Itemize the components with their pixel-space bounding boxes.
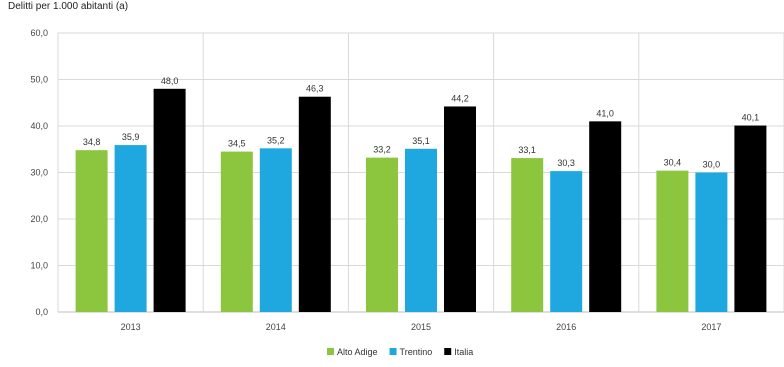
data-label: 44,2 [451, 93, 469, 103]
legend: Alto Adige Trentino Italia [327, 347, 473, 357]
data-label: 30,4 [664, 158, 682, 168]
data-label: 46,3 [306, 84, 324, 94]
data-label: 33,1 [518, 145, 536, 155]
bar-trentino [695, 172, 728, 312]
x-category-label: 2013 [121, 322, 141, 332]
y-tick-label: 10,0 [30, 261, 48, 271]
y-tick-label: 60,0 [30, 28, 48, 38]
x-category-label: 2017 [701, 322, 721, 332]
data-label: 35,1 [412, 136, 430, 146]
y-axis-ticks: 0,0 10,0 20,0 30,0 40,0 50,0 60,0 [30, 28, 48, 317]
bar-italia [153, 88, 186, 312]
bar-alto-adige [75, 150, 108, 312]
bar-trentino [405, 148, 437, 312]
data-label: 48,0 [161, 76, 179, 86]
bar-italia [589, 121, 622, 312]
data-label: 34,8 [83, 137, 101, 147]
y-tick-label: 0,0 [35, 307, 48, 317]
bar-italia [734, 125, 767, 312]
data-label: 35,2 [267, 135, 285, 145]
bar-trentino [550, 171, 583, 312]
legend-swatch [389, 348, 397, 355]
bar-italia [444, 106, 476, 312]
data-label: 35,9 [122, 132, 140, 142]
bar-alto-adige [511, 158, 544, 312]
legend-label: Italia [454, 347, 473, 357]
data-label: 34,5 [228, 139, 246, 149]
y-tick-label: 30,0 [30, 168, 48, 178]
bar-alto-adige [220, 151, 253, 312]
legend-label: Trentino [400, 347, 433, 357]
x-category-label: 2016 [556, 322, 576, 332]
data-label: 40,1 [742, 113, 760, 123]
legend-swatch [444, 348, 452, 355]
y-tick-label: 40,0 [30, 121, 48, 131]
bar-trentino [114, 145, 147, 312]
data-label: 41,0 [596, 108, 614, 118]
y-tick-label: 20,0 [30, 214, 48, 224]
bars: 34,8 35,9 48,0 34,5 35,2 46,3 33,2 35,1 44,2 33,1… [75, 76, 767, 312]
data-label: 30,0 [703, 160, 721, 170]
x-axis-categories: 2013 2014 2015 2016 2017 [121, 322, 722, 332]
data-label: 33,2 [373, 145, 391, 155]
legend-label: Alto Adige [337, 347, 378, 357]
y-tick-label: 50,0 [30, 75, 48, 85]
y-axis-title: Delitti per 1.000 abitanti (a) [8, 1, 128, 12]
x-category-label: 2014 [266, 322, 286, 332]
data-label: 30,3 [557, 158, 575, 168]
bar-trentino [259, 148, 292, 312]
bar-italia [298, 96, 331, 312]
x-category-label: 2015 [411, 322, 431, 332]
bar-alto-adige [366, 157, 398, 312]
legend-swatch [327, 348, 334, 355]
bar-alto-adige [656, 170, 689, 312]
